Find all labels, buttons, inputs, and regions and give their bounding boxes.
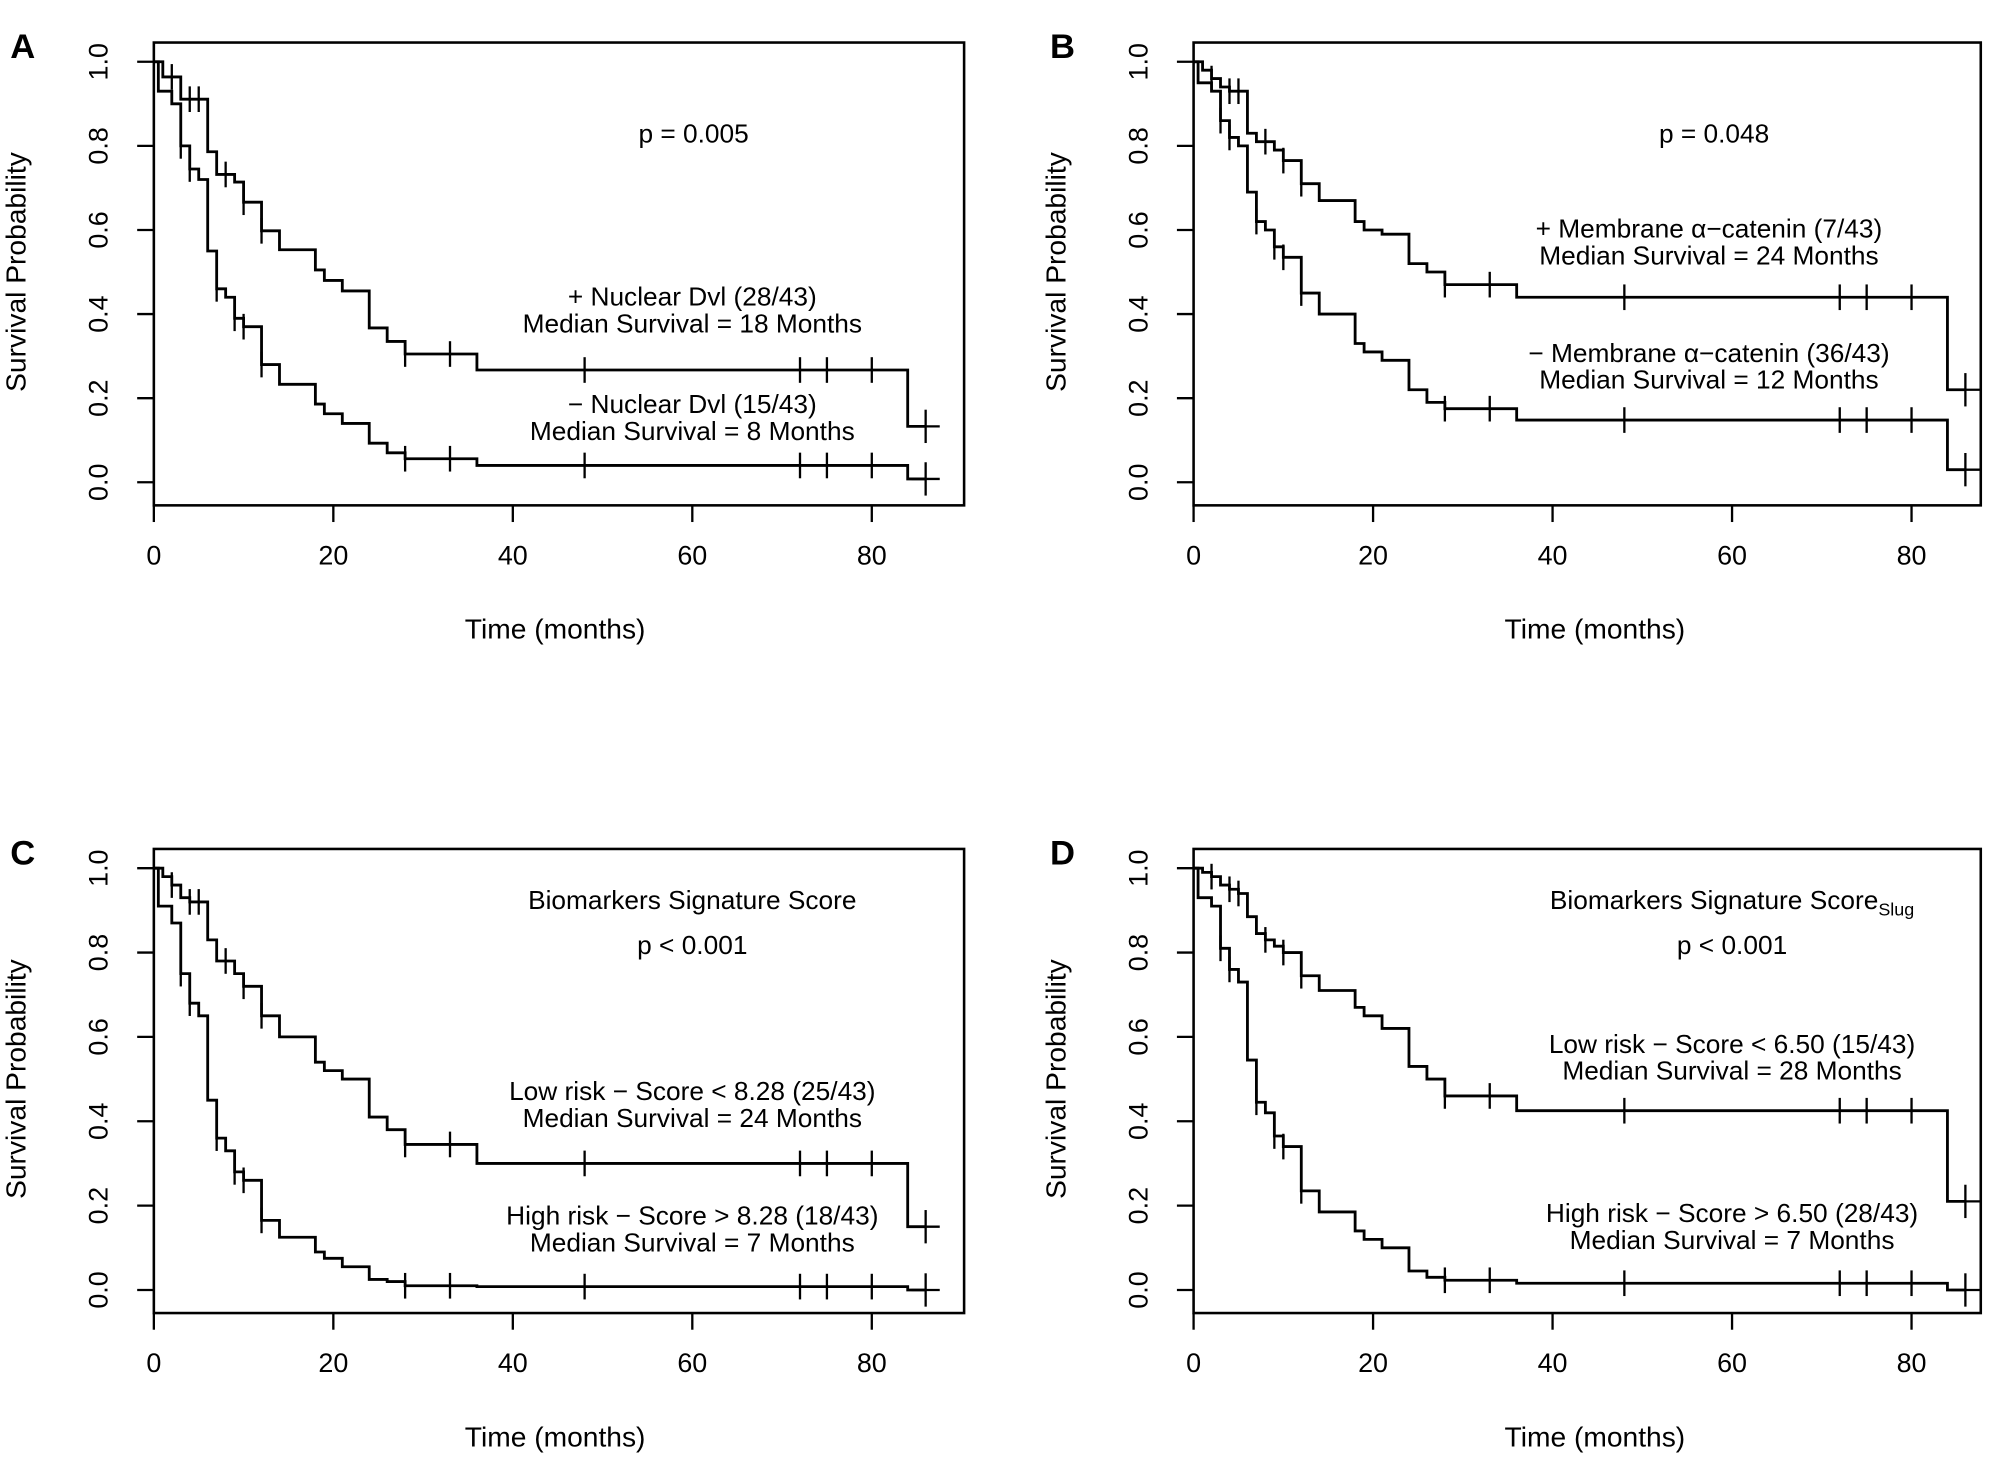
- legend-label: Low risk − Score < 8.28 (25/43): [509, 1076, 875, 1106]
- p-value: p = 0.005: [638, 119, 748, 149]
- km-curve-upper: [153, 60, 926, 428]
- p-value: p < 0.001: [637, 930, 747, 960]
- y-tick-label: 0.2: [1123, 1187, 1153, 1224]
- y-tick-label: 0.0: [1123, 464, 1153, 501]
- x-tick-label: 60: [677, 540, 707, 570]
- km-curve-lower: [1193, 60, 1966, 472]
- x-tick-label: 80: [1897, 1348, 1927, 1378]
- plot-box: [1192, 847, 1983, 1315]
- km-curve-lower: [1193, 866, 1966, 1292]
- panel-label: B: [1050, 28, 1075, 66]
- x-tick-label: 20: [1358, 540, 1388, 570]
- y-tick-label: 1.0: [1123, 849, 1153, 886]
- annotation-title-main: Biomarkers Signature Score: [528, 885, 856, 915]
- y-tick-label: 1.0: [84, 849, 114, 886]
- x-tick-label: 80: [1897, 540, 1927, 570]
- y-tick-label: 0.8: [1123, 934, 1153, 971]
- y-axis-label: Survival Probability: [0, 151, 32, 392]
- legend-label: High risk − Score > 8.28 (18/43): [506, 1201, 878, 1231]
- x-tick-label: 0: [1186, 1348, 1201, 1378]
- km-curve-upper: [153, 866, 926, 1229]
- x-axis-label: Time (months): [465, 1420, 646, 1452]
- x-tick-label: 20: [318, 1348, 348, 1378]
- panel-label: A: [10, 28, 35, 66]
- annotation-title: Biomarkers Signature ScoreSlug: [1550, 885, 1914, 919]
- x-tick-label: 80: [857, 540, 887, 570]
- median-survival-label: Median Survival = 28 Months: [1562, 1056, 1901, 1086]
- y-tick-label: 0.6: [1123, 211, 1153, 248]
- km-curve-upper: [1193, 60, 1966, 392]
- y-axis-label: Survival Probability: [1039, 958, 1071, 1199]
- y-tick-label: 0.0: [84, 464, 114, 501]
- y-tick-label: 0.0: [84, 1271, 114, 1308]
- y-tick-label: 0.0: [1123, 1271, 1153, 1308]
- median-survival-label: Median Survival = 7 Months: [1570, 1225, 1895, 1255]
- panel-label: C: [10, 834, 35, 872]
- median-survival-label: Median Survival = 12 Months: [1539, 365, 1878, 395]
- y-axis-label: Survival Probability: [1039, 151, 1071, 392]
- x-tick-label: 40: [1538, 1348, 1568, 1378]
- p-value: p = 0.048: [1659, 119, 1769, 149]
- x-tick-label: 0: [146, 1348, 161, 1378]
- x-tick-label: 20: [318, 540, 348, 570]
- legend-label: + Membrane α−catenin (7/43): [1536, 213, 1883, 243]
- y-tick-label: 0.8: [84, 934, 114, 971]
- km-curve-lower: [153, 866, 926, 1292]
- median-survival-label: Median Survival = 8 Months: [530, 416, 855, 446]
- p-value: p < 0.001: [1677, 930, 1787, 960]
- median-survival-label: Median Survival = 24 Months: [523, 1103, 862, 1133]
- y-tick-label: 0.4: [1123, 1103, 1153, 1140]
- plot-box: [1192, 41, 1983, 507]
- y-tick-label: 0.2: [1123, 379, 1153, 416]
- legend-label: Low risk − Score < 6.50 (15/43): [1549, 1029, 1915, 1059]
- plot-box: [152, 41, 966, 507]
- panel-c: C 0 20 40 60 80 0.0 0.2 0.4 0.6 0.8 1.0 Time (months…: [0, 834, 966, 1452]
- x-tick-label: 60: [1717, 540, 1747, 570]
- x-axis-label: Time (months): [1505, 1420, 1686, 1452]
- y-tick-label: 0.6: [84, 1018, 114, 1055]
- legend-label: − Membrane α−catenin (36/43): [1528, 338, 1889, 368]
- legend-label: + Nuclear Dvl (28/43): [568, 281, 817, 311]
- y-tick-label: 0.6: [84, 211, 114, 248]
- y-tick-label: 0.6: [1123, 1018, 1153, 1055]
- annotation-title: Biomarkers Signature Score: [528, 885, 856, 915]
- y-tick-label: 0.8: [84, 127, 114, 164]
- x-tick-label: 20: [1358, 1348, 1388, 1378]
- y-axis-label: Survival Probability: [0, 958, 32, 1199]
- annotation-title-subscript: Slug: [1878, 900, 1914, 920]
- panel-a: A 0 20 40 60 80 0.0 0.2 0.4 0.6 0.8 1.0 Time (months…: [0, 28, 966, 645]
- y-tick-label: 1.0: [84, 43, 114, 80]
- median-survival-label: Median Survival = 7 Months: [530, 1228, 855, 1258]
- km-curve-upper: [1193, 866, 1966, 1203]
- x-axis-label: Time (months): [465, 613, 646, 645]
- annotation-title-main: Biomarkers Signature Score: [1550, 885, 1878, 915]
- x-tick-label: 60: [677, 1348, 707, 1378]
- y-tick-label: 0.2: [84, 379, 114, 416]
- x-tick-label: 60: [1717, 1348, 1747, 1378]
- y-tick-label: 1.0: [1123, 43, 1153, 80]
- x-tick-label: 40: [498, 540, 528, 570]
- y-tick-label: 0.4: [1123, 295, 1153, 332]
- x-tick-label: 0: [1186, 540, 1201, 570]
- y-tick-label: 0.2: [84, 1187, 114, 1224]
- y-tick-label: 0.8: [1123, 127, 1153, 164]
- plot-box: [152, 847, 966, 1315]
- y-tick-label: 0.4: [84, 1103, 114, 1140]
- legend-label: High risk − Score > 6.50 (28/43): [1546, 1198, 1918, 1228]
- panel-b: B 0 20 40 60 80 0.0 0.2 0.4 0.6 0.8 1.0 Time (months…: [1039, 28, 1983, 645]
- x-tick-label: 40: [498, 1348, 528, 1378]
- median-survival-label: Median Survival = 24 Months: [1539, 240, 1878, 270]
- x-tick-label: 40: [1538, 540, 1568, 570]
- x-tick-label: 80: [857, 1348, 887, 1378]
- km-curve-lower: [153, 60, 926, 481]
- panel-label: D: [1050, 834, 1075, 872]
- y-tick-label: 0.4: [84, 295, 114, 332]
- panel-d: D 0 20 40 60 80 0.0 0.2 0.4 0.6 0.8 1.0 Time (months…: [1039, 834, 1983, 1452]
- legend-label: − Nuclear Dvl (15/43): [568, 389, 817, 419]
- x-axis-label: Time (months): [1505, 613, 1686, 645]
- median-survival-label: Median Survival = 18 Months: [523, 308, 862, 338]
- x-tick-label: 0: [146, 540, 161, 570]
